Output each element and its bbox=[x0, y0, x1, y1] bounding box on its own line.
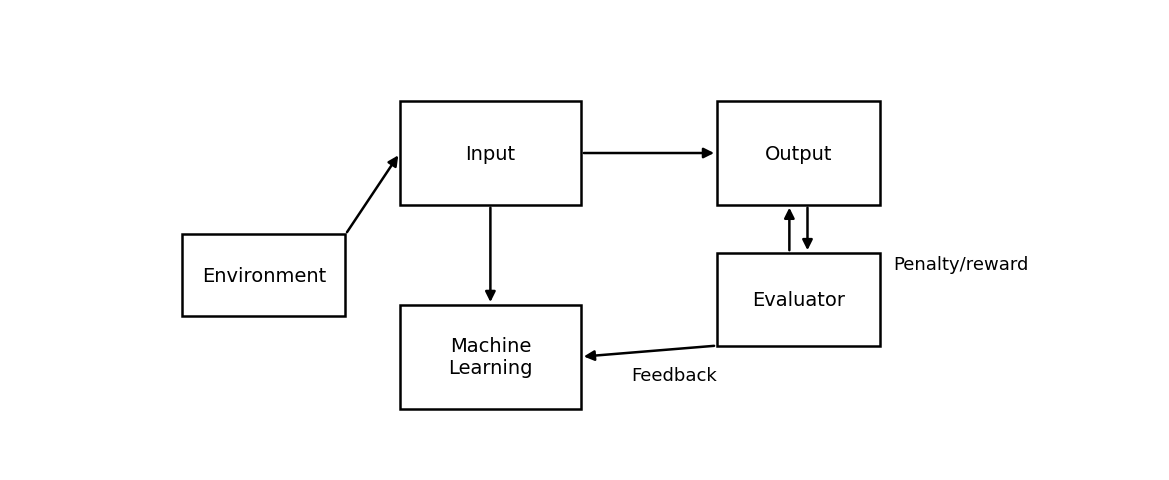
FancyBboxPatch shape bbox=[400, 102, 581, 205]
Text: Evaluator: Evaluator bbox=[752, 290, 845, 309]
FancyBboxPatch shape bbox=[717, 102, 880, 205]
Text: Output: Output bbox=[765, 144, 832, 163]
Text: Machine
Learning: Machine Learning bbox=[448, 336, 533, 377]
FancyBboxPatch shape bbox=[717, 253, 880, 346]
Text: Environment: Environment bbox=[202, 266, 326, 285]
FancyBboxPatch shape bbox=[182, 235, 346, 316]
Text: Penalty/reward: Penalty/reward bbox=[893, 255, 1029, 274]
Text: Feedback: Feedback bbox=[631, 366, 717, 384]
Text: Input: Input bbox=[465, 144, 516, 163]
FancyBboxPatch shape bbox=[400, 305, 581, 409]
